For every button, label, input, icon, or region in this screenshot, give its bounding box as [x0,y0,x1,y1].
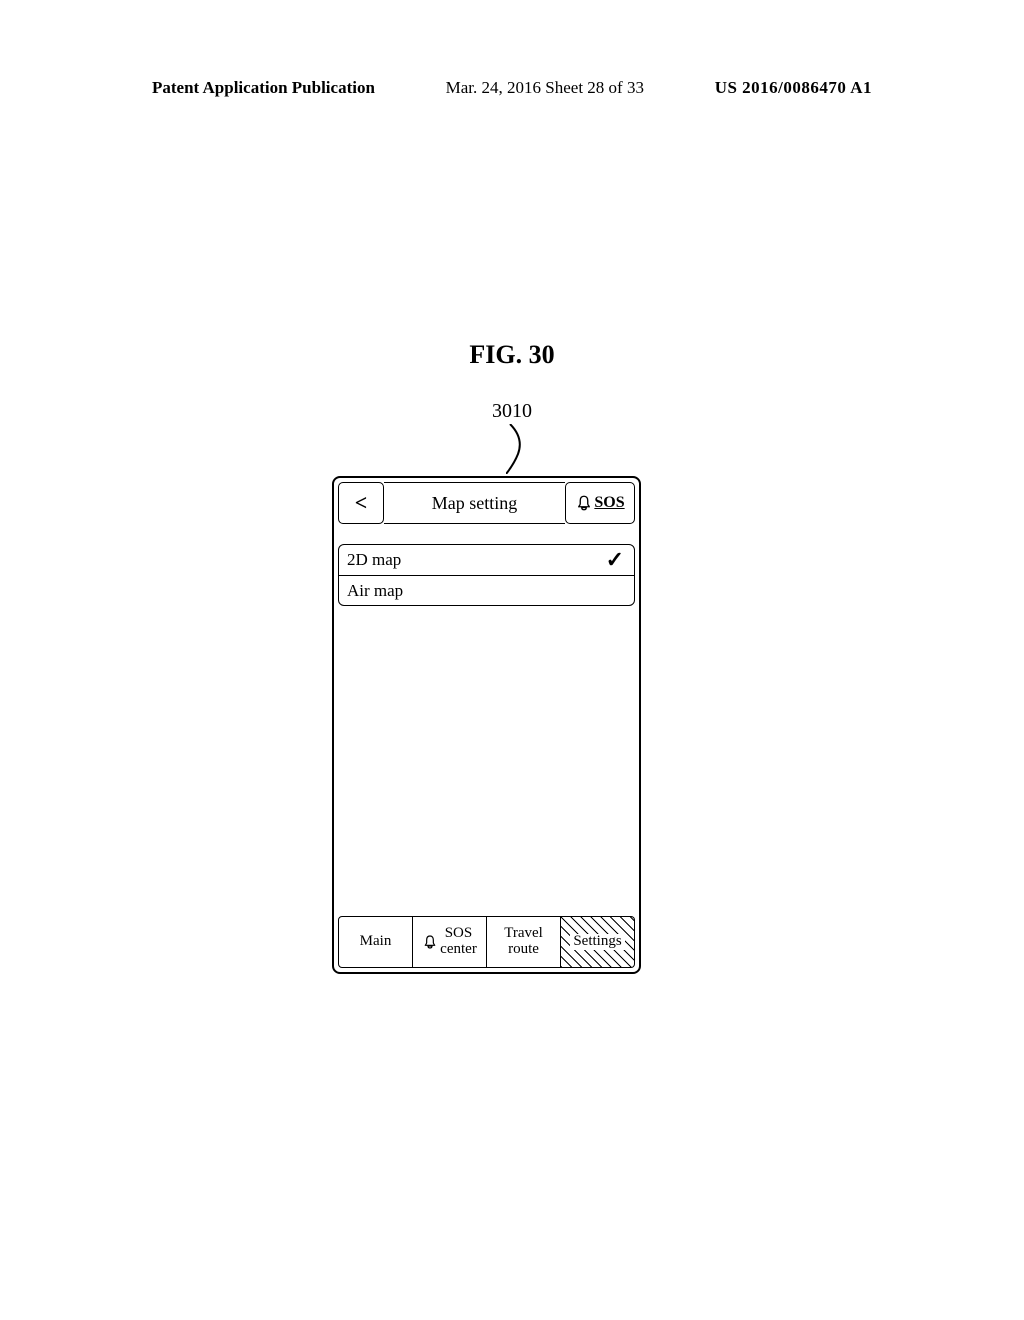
top-bar: < Map setting SOS [338,482,635,524]
sos-label: SOS [594,494,624,512]
patent-header-inner: Patent Application Publication Mar. 24, … [152,78,872,98]
figure-title: FIG. 30 [0,340,1024,370]
screen-title: Map setting [432,493,518,514]
tab-label: Travel route [504,926,543,958]
option-2d-map[interactable]: 2D map ✓ [339,545,634,575]
lead-line [506,424,536,474]
tab-sos-center[interactable]: SOS center [413,916,487,968]
back-icon: < [355,490,368,516]
option-air-map[interactable]: Air map [339,575,634,605]
screen-title-box: Map setting [384,482,565,524]
checkmark-icon: ✓ [606,547,624,573]
tab-main[interactable]: Main [338,916,413,968]
option-label: 2D map [347,550,401,570]
patent-header: Patent Application Publication Mar. 24, … [0,78,1024,98]
reference-number: 3010 [0,400,1024,423]
back-button[interactable]: < [338,482,384,524]
content-area [338,606,635,916]
bell-icon [575,494,593,512]
sos-button[interactable]: SOS [565,482,635,524]
bottom-tab-bar: Main SOS center Travel route Settings [338,916,635,968]
options-list: 2D map ✓ Air map [338,544,635,606]
bell-icon [422,934,438,950]
header-publication: Patent Application Publication [152,78,375,98]
tab-label: Main [360,934,392,950]
phone-frame: < Map setting SOS 2D map ✓ Air map Main [332,476,641,974]
tab-travel-route[interactable]: Travel route [487,916,561,968]
tab-label: Settings [570,934,624,950]
tab-label: SOS center [440,926,477,958]
header-date-sheet: Mar. 24, 2016 Sheet 28 of 33 [446,78,644,98]
header-pub-number: US 2016/0086470 A1 [715,78,872,98]
option-label: Air map [347,581,403,601]
tab-settings[interactable]: Settings [561,916,635,968]
